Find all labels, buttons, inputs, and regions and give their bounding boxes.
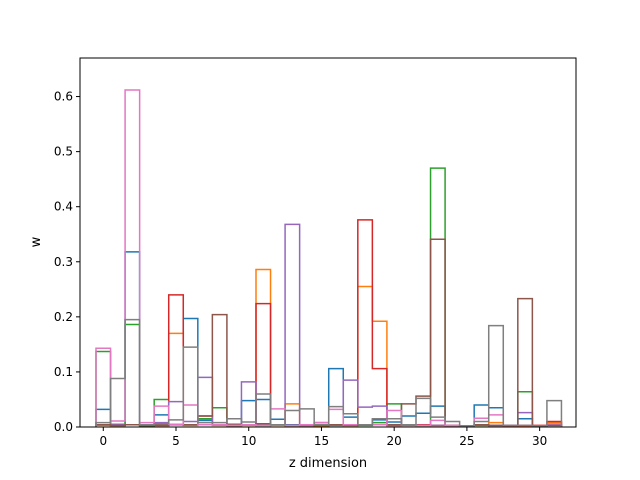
x-tick-label-2: 10 bbox=[241, 434, 256, 448]
y-tick-label-1: 0.1 bbox=[54, 365, 73, 379]
y-axis-label: w bbox=[29, 236, 44, 247]
x-axis-label: z dimension bbox=[289, 456, 367, 471]
y-tick-label-0: 0.0 bbox=[54, 420, 73, 434]
x-tick-label-0: 0 bbox=[99, 434, 107, 448]
x-tick-label-4: 20 bbox=[387, 434, 402, 448]
series-6-outline bbox=[95, 89, 563, 427]
x-tick-label-3: 15 bbox=[314, 434, 329, 448]
y-tick-label-2: 0.2 bbox=[54, 310, 73, 324]
series-layer bbox=[95, 89, 563, 427]
y-tick-label-4: 0.4 bbox=[54, 200, 73, 214]
y-tick-label-3: 0.3 bbox=[54, 255, 73, 269]
x-tick-label-6: 30 bbox=[532, 434, 547, 448]
series-7-outline bbox=[95, 318, 563, 427]
x-tick-label-5: 25 bbox=[459, 434, 474, 448]
plot-frame bbox=[79, 57, 577, 428]
y-tick-label-5: 0.5 bbox=[54, 145, 73, 159]
tick-layer: 0 5 10 15 20 25 30 0.0 0.1 0.2 0.3 0.4 0.5 0.6 bbox=[54, 90, 547, 448]
y-tick-label-6: 0.6 bbox=[54, 90, 73, 104]
x-tick-label-1: 5 bbox=[172, 434, 180, 448]
